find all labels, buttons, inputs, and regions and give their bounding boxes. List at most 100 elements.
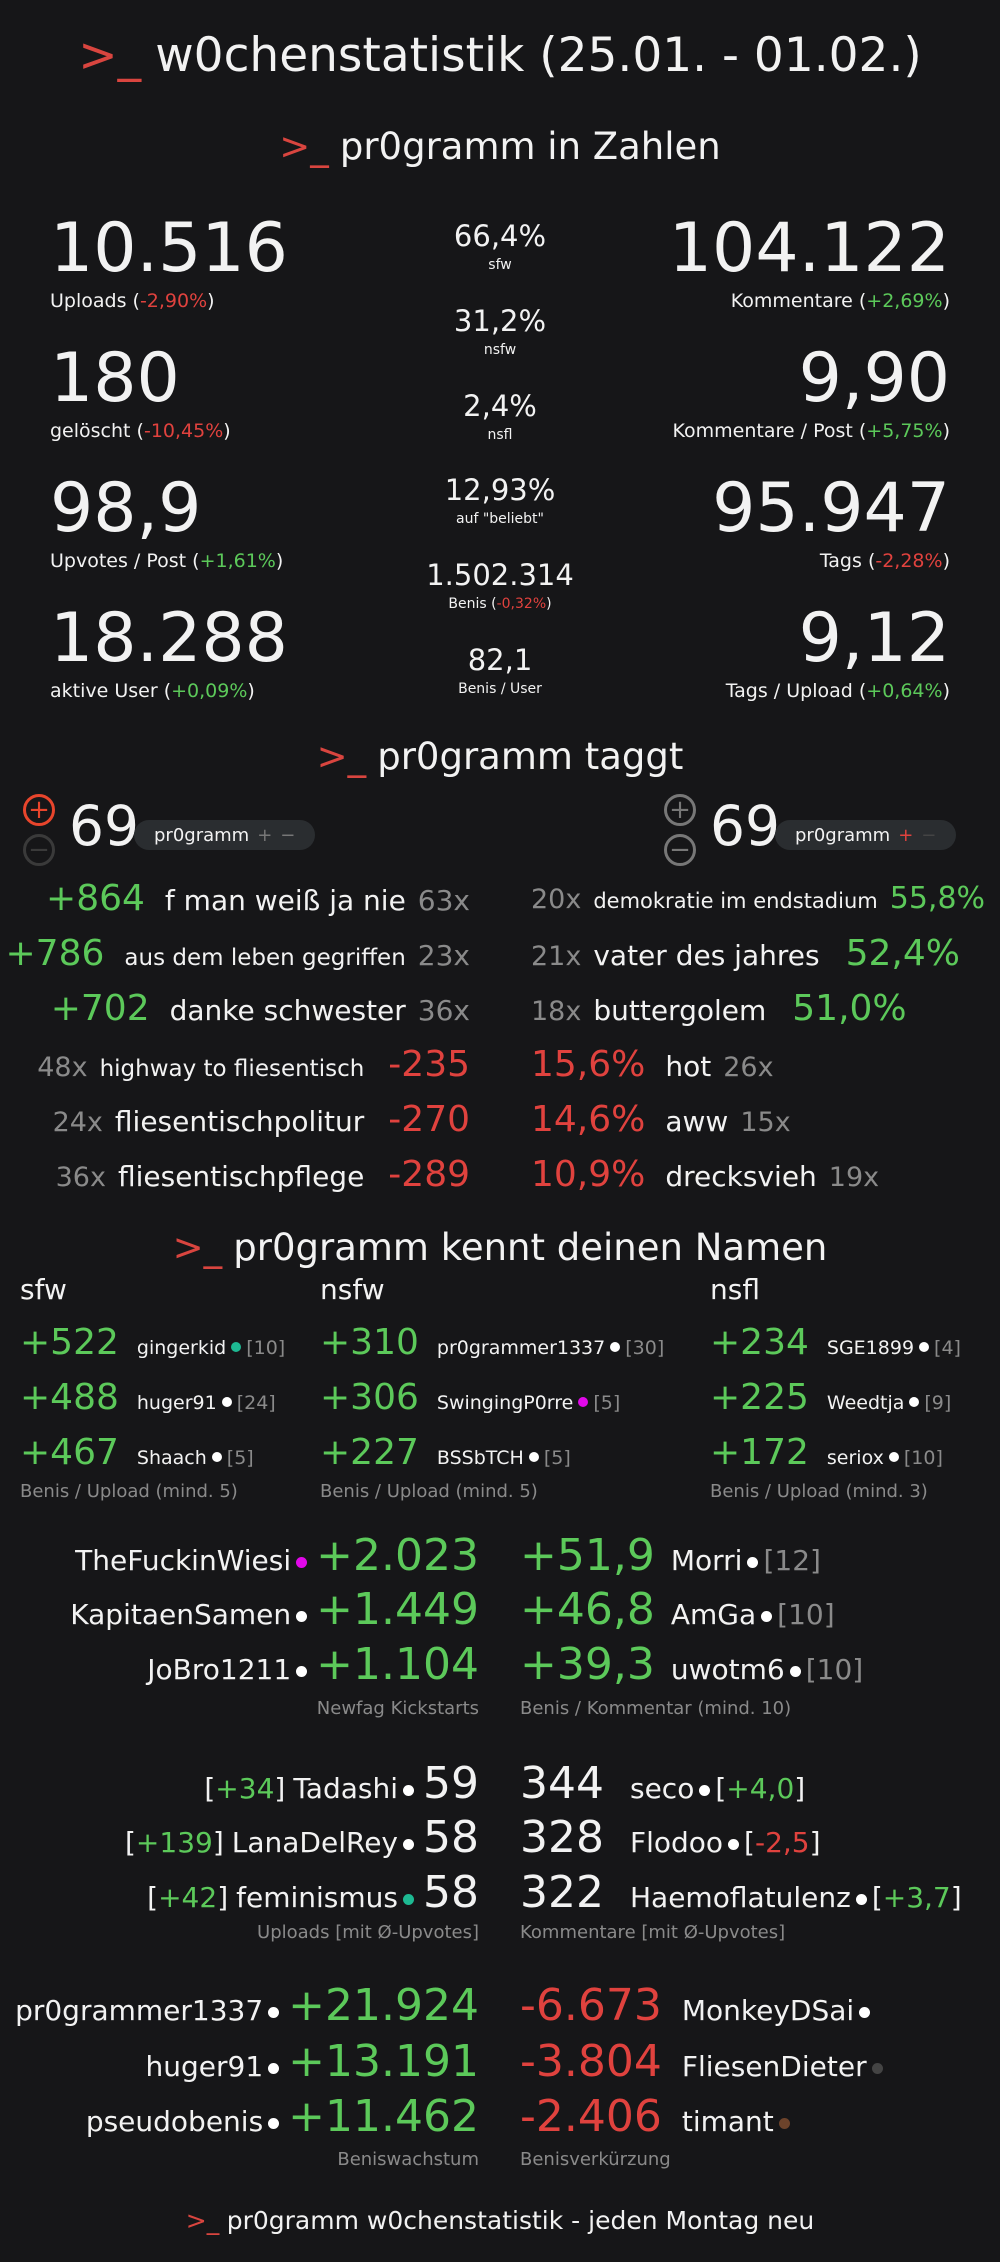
upvote-button[interactable]: + <box>23 794 55 826</box>
user-benis: +467 <box>20 1432 119 1473</box>
downvote-button[interactable]: − <box>23 834 55 866</box>
tag-count: 18x <box>531 996 582 1027</box>
tag-pill-name[interactable]: pr0gramm <box>795 824 891 846</box>
user-status-dot <box>403 1894 414 1905</box>
user-benis: +172 <box>710 1432 809 1473</box>
username: seco <box>629 1772 695 1805</box>
username: huger91 <box>136 1392 217 1414</box>
page-title-text: w0chenstatistik (25.01. - 01.02.) <box>155 28 922 83</box>
upload-count: [5] <box>226 1447 254 1469</box>
stat-label: gelöscht -10,45% <box>50 420 231 442</box>
user-status-dot <box>610 1342 621 1352</box>
benis-change: +13.191 <box>288 2036 479 2087</box>
user-status-dot <box>403 1839 414 1850</box>
prompt-icon: >_ <box>172 1226 223 1269</box>
tag-percent: 51,0% <box>792 988 907 1029</box>
center-stat-3: 12,93% auf "beliebt" <box>0 476 1000 528</box>
block-caption: Benisverkürzung <box>520 2149 671 2170</box>
username: uwotm6 <box>670 1653 785 1686</box>
user-row: +139LanaDelRey58 <box>125 1810 479 1866</box>
tag-row: 14,6% aww 15x <box>531 1095 791 1145</box>
tag-pill[interactable]: pr0gramm + − <box>134 820 316 850</box>
user-row: +306 SwingingP0rre [5] <box>320 1373 620 1423</box>
user-benis: +234 <box>710 1322 809 1363</box>
tag-row: +786 aus dem leben gegriffen 23x <box>6 929 470 979</box>
user-value: +1.449 <box>316 1584 479 1635</box>
tag-name: buttergolem <box>593 994 767 1027</box>
stat-value: 180 <box>50 339 180 418</box>
center-stat-label-text: auf "beliebt" <box>456 511 544 528</box>
user-row: +42feminismus58 <box>147 1865 479 1921</box>
tag-row: 18x buttergolem 51,0% <box>531 984 907 1034</box>
username: pr0grammer1337 <box>15 1994 264 2027</box>
user-benis: +227 <box>320 1432 419 1473</box>
tag-pill-name[interactable]: pr0gramm <box>154 824 250 846</box>
center-stat-1: 31,2% nsfw <box>0 306 1000 358</box>
benis-change: -3.804 <box>520 2036 662 2087</box>
tag-count: 26x <box>723 1052 774 1083</box>
tag-count: 24x <box>52 1107 103 1138</box>
username: feminismus <box>236 1881 398 1914</box>
user-row: +51,9 Morri [12] <box>520 1528 821 1584</box>
center-stat-label-text: sfw <box>488 257 512 273</box>
stat-change: +0,09% <box>164 680 255 702</box>
center-stat-4: 1.502.314 Benis -0,32% <box>0 561 1000 613</box>
tag-percent: 10,9% <box>531 1154 646 1195</box>
stat-label: Upvotes / Post +1,61% <box>50 550 283 572</box>
stat-value: 18.288 <box>50 599 288 678</box>
upvote-button[interactable]: + <box>664 794 696 826</box>
stat-value: 98,9 <box>50 469 202 548</box>
user-benis: +306 <box>320 1377 419 1418</box>
tag-pill-plus-button[interactable]: + <box>898 824 914 846</box>
tag-row: 36x fliesentischpflege -289 <box>56 1150 470 1200</box>
tag-row: +864 f man weiß ja nie 63x <box>46 874 470 924</box>
tag-percent: 14,6% <box>531 1099 646 1140</box>
tag-count: 20x <box>531 884 582 915</box>
user-status-dot <box>747 1557 759 1568</box>
username: Shaach <box>136 1447 207 1469</box>
tag-count: 63x <box>417 884 470 917</box>
upload-count: [10] <box>246 1337 286 1359</box>
user-benis: +488 <box>20 1377 119 1418</box>
user-status-dot <box>728 1839 740 1850</box>
user-value: +1.104 <box>316 1639 479 1690</box>
user-value: +39,3 <box>520 1639 655 1690</box>
upload-count: 58 <box>423 1812 479 1863</box>
user-status-dot <box>909 1397 920 1407</box>
user-status-dot <box>403 1785 414 1796</box>
tag-benis: +864 <box>46 878 145 919</box>
tag-benis: -235 <box>388 1044 470 1085</box>
stat-label: Tags / Upload +0,64% <box>726 680 950 702</box>
tag-row: 15,6% hot 26x <box>531 1040 774 1090</box>
block-caption: Newfag Kickstarts <box>316 1698 479 1719</box>
username: FliesenDieter <box>681 2050 867 2083</box>
stat-change: +5,75% <box>859 420 950 442</box>
username: KapitaenSamen <box>70 1598 292 1631</box>
category-caption: Benis / Upload (mind. 5) <box>320 1481 538 1502</box>
prompt-icon: >_ <box>185 2206 220 2235</box>
user-row: -6.673 MonkeyDSai <box>520 1978 875 2034</box>
user-row: +234 SGE1899 [4] <box>710 1318 961 1368</box>
stat-label-text: Kommentare <box>730 290 853 312</box>
avg-upvotes: -2,5 <box>744 1815 821 1871</box>
tag-row: +702 danke schwester 36x <box>51 984 470 1034</box>
center-stat-label-text: nsfw <box>483 341 517 358</box>
comment-count: [10] <box>805 1653 864 1686</box>
tag-pill-minus-button[interactable]: − <box>280 824 296 846</box>
comment-count: [10] <box>777 1598 835 1631</box>
user-status-dot <box>778 2118 790 2129</box>
tag-pill-plus-button[interactable]: + <box>257 824 273 846</box>
tag-name: f man weiß ja nie <box>164 884 406 917</box>
stat-value: 9,90 <box>798 339 950 418</box>
tag-pill[interactable]: pr0gramm + − <box>775 820 957 850</box>
upload-count: [5] <box>543 1447 571 1469</box>
comment-count: 344 <box>520 1758 604 1809</box>
tag-pill-minus-button[interactable]: − <box>921 824 937 846</box>
user-status-dot <box>859 2007 871 2018</box>
section-title-namen: >_ pr0gramm kennt deinen Namen <box>0 1229 1000 1266</box>
downvote-button[interactable]: − <box>664 834 696 866</box>
stat-value: 10.516 <box>50 209 288 288</box>
